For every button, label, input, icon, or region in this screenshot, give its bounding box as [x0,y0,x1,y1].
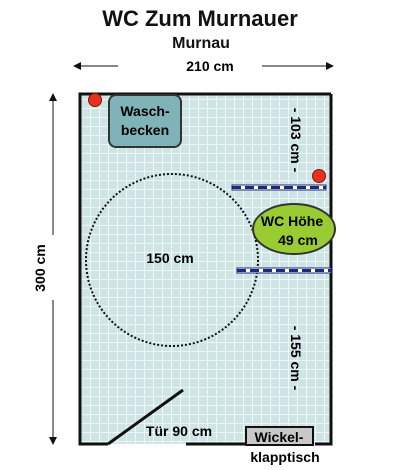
subtitle: Murnau [172,35,230,52]
height-label: 300 cm [32,244,48,291]
height-dimension: 300 cm [32,93,57,445]
changing-table-label-line1: Wickel- [255,429,304,445]
grab-bar-lower [236,267,332,274]
width-dimension: 210 cm [73,58,334,74]
wall-right [315,94,333,446]
sink-label-line1: Wasch- [120,103,170,119]
door-label: Tür 90 cm [146,423,212,439]
changing-table [245,426,314,446]
upper-wall-distance-label: - 103 cm - [288,108,304,173]
room-walls [78,92,333,446]
grab-bar-upper [231,184,327,191]
title: WC Zum Murnauer [102,6,298,31]
sink [108,94,182,148]
lower-wall-distance-label: - 155 cm - [288,326,304,391]
wall-left-top [78,92,331,446]
wc-label-line2: 49 cm [278,232,318,248]
red-marker-wc [312,169,326,183]
wc-label-line1: WC Höhe [261,213,323,229]
width-label: 210 cm [186,58,233,74]
turning-circle [85,173,259,347]
red-marker-sink [88,93,102,107]
turning-circle-label: 150 cm [146,250,193,266]
sink-label-line2: becken [121,122,169,138]
door-leaf [107,388,184,446]
wc-toilet [252,203,336,255]
changing-table-label-line2: klapptisch [250,449,319,465]
